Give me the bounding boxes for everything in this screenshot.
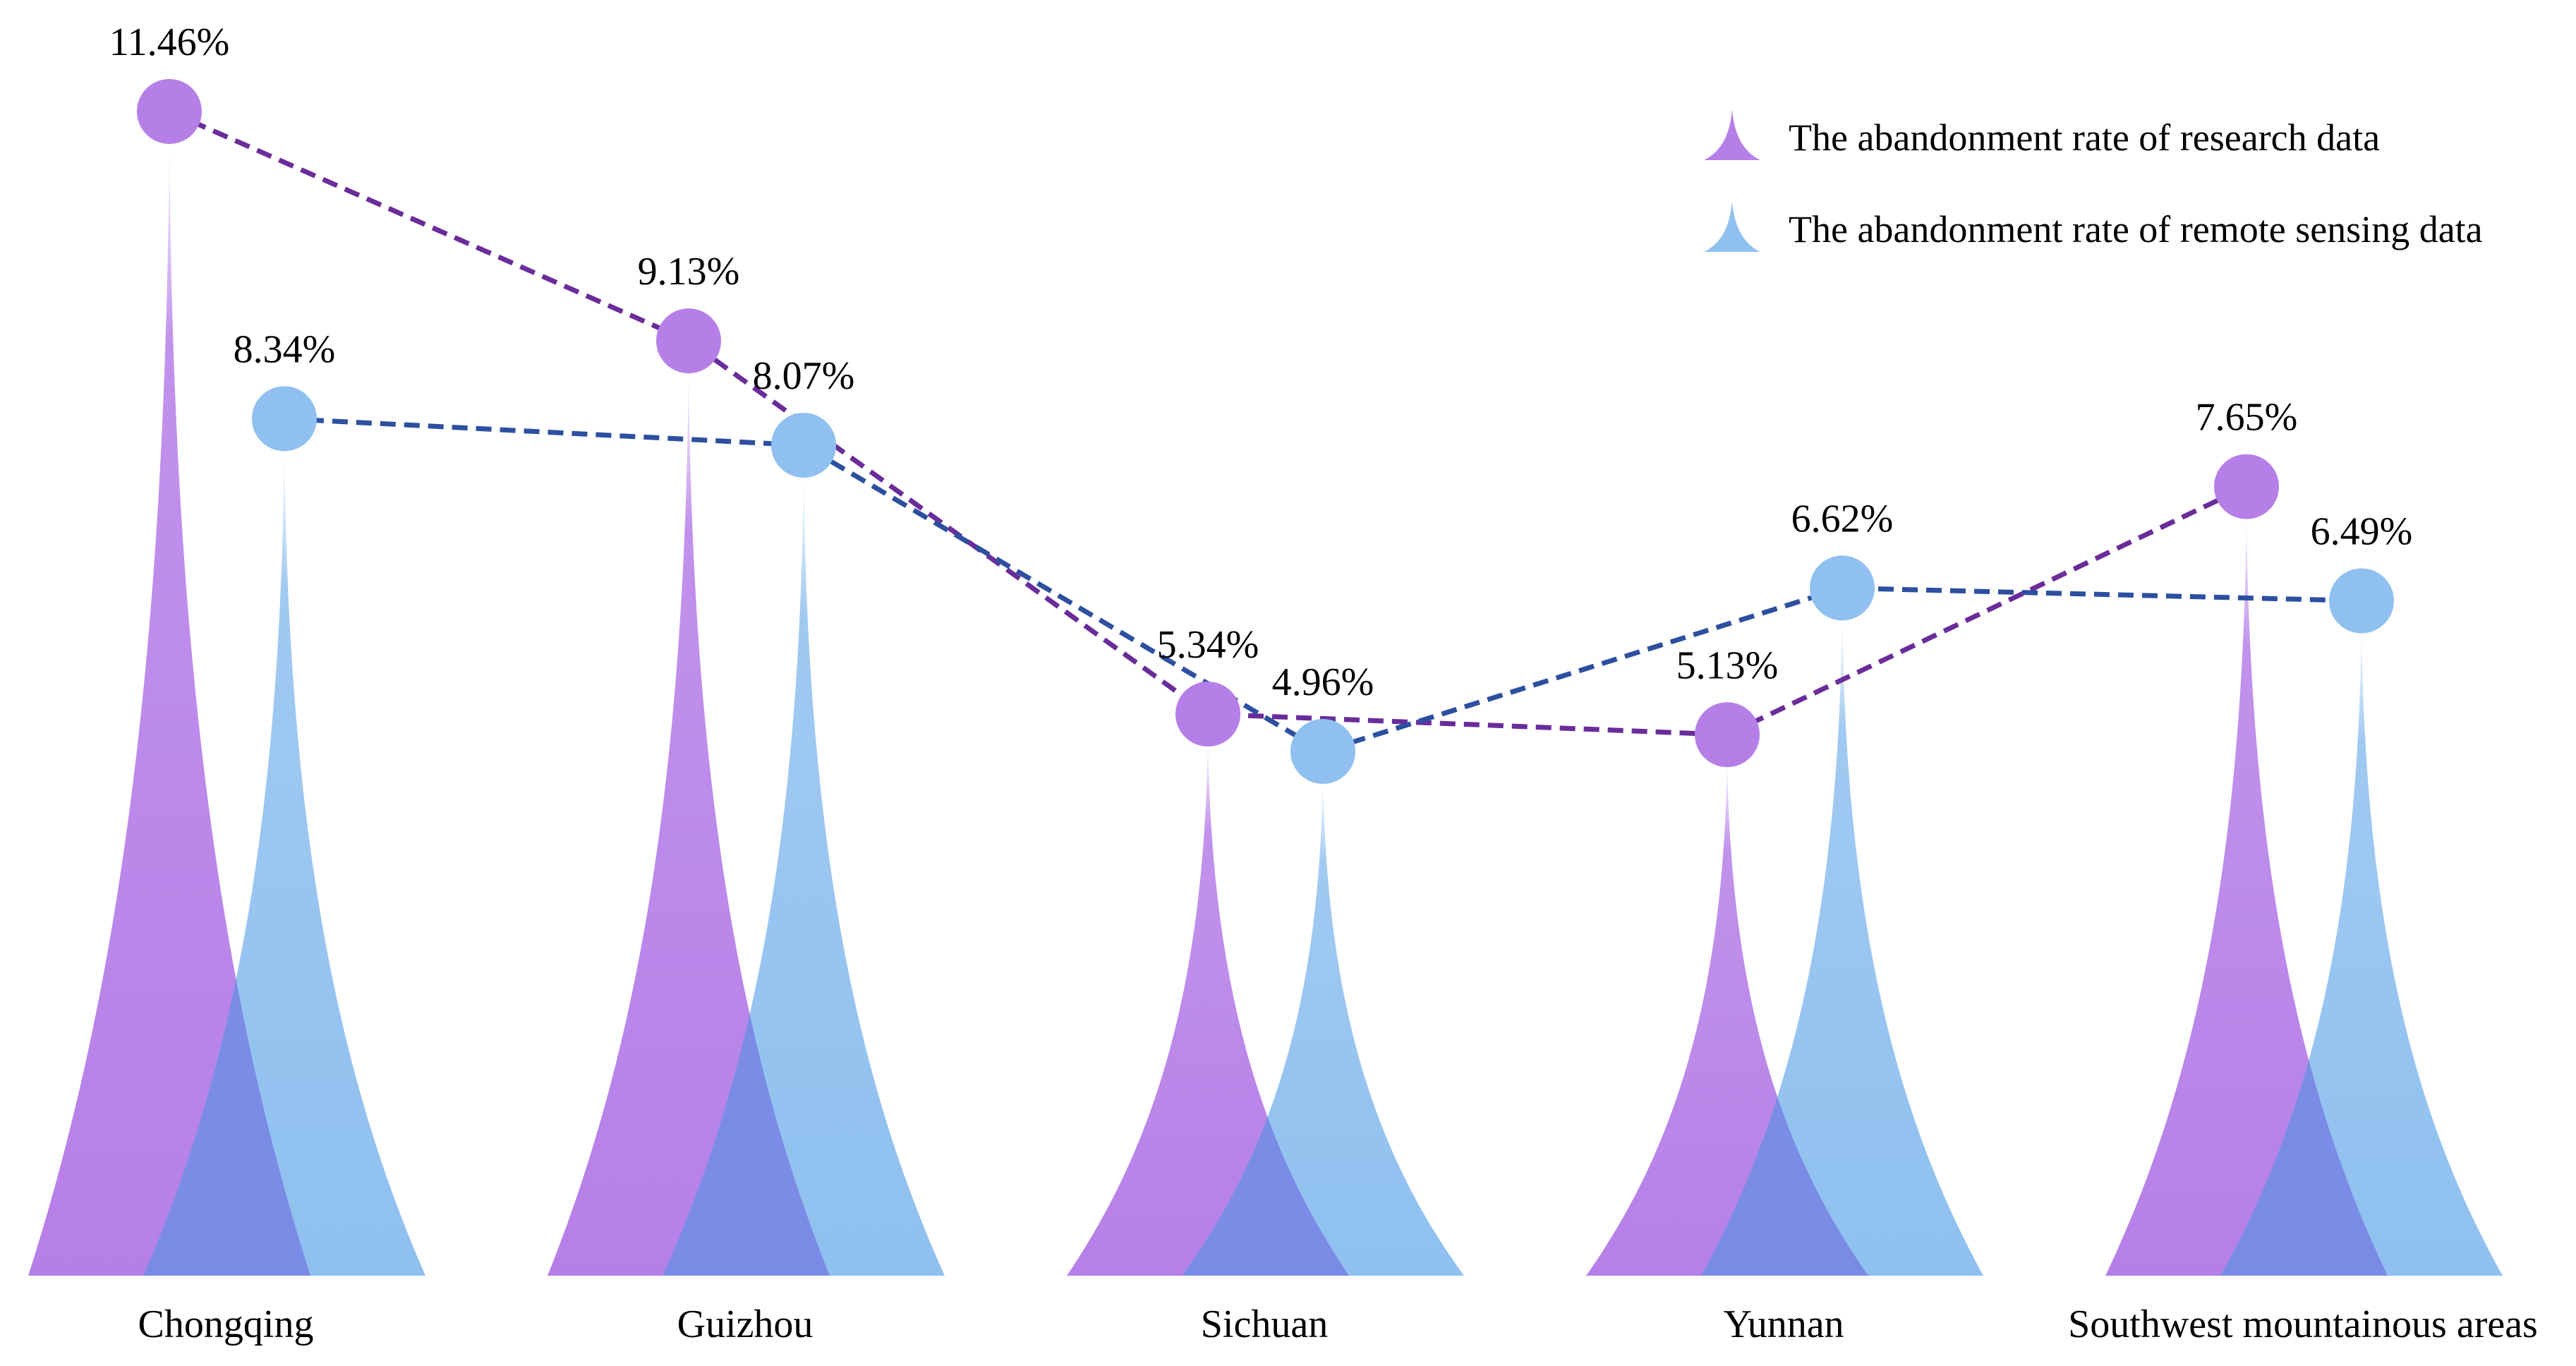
- data-label-research-3: 5.13%: [1676, 643, 1779, 687]
- data-label-remote-0: 8.34%: [234, 327, 336, 371]
- peak-research-1: [548, 362, 830, 1276]
- peak-research-2: [1067, 735, 1349, 1276]
- point-research-2: [1175, 681, 1240, 747]
- data-label-research-1: 9.13%: [638, 250, 740, 294]
- peak-remote-3: [1701, 609, 1983, 1276]
- peak-research-3: [1586, 756, 1868, 1276]
- peaks-layer: [28, 133, 2503, 1276]
- legend-label-remote: The abandonment rate of remote sensing d…: [1789, 208, 2483, 250]
- x-tick-label-2: Sichuan: [1201, 1302, 1328, 1346]
- peak-remote-2: [1182, 773, 1464, 1276]
- point-remote-4: [2329, 568, 2394, 634]
- data-label-research-4: 7.65%: [2196, 396, 2298, 440]
- peak-remote-0: [143, 440, 425, 1276]
- points-layer: [137, 79, 2394, 784]
- peak-research-4: [2105, 507, 2388, 1276]
- data-label-research-2: 5.34%: [1157, 623, 1259, 667]
- point-research-1: [656, 308, 721, 374]
- point-remote-3: [1810, 555, 1875, 621]
- x-tick-label-3: Yunnan: [1723, 1302, 1844, 1346]
- legend-label-research: The abandonment rate of research data: [1789, 116, 2380, 159]
- legend-swatch-research: [1704, 109, 1760, 160]
- data-label-remote-2: 4.96%: [1272, 660, 1374, 704]
- peak-remote-1: [663, 466, 945, 1276]
- data-labels-layer: 11.46% 9.13% 5.34% 5.13% 7.65% 8.34% 8.07% 4.96…: [109, 20, 2413, 704]
- data-label-remote-3: 6.62%: [1791, 497, 1894, 540]
- data-label-remote-4: 6.49%: [2311, 510, 2413, 554]
- peak-remote-4: [2220, 622, 2503, 1276]
- series-line-remote: [284, 416, 2362, 754]
- x-tick-labels-layer: Chongqing Guizhou Sichuan Yunnan Southwest m…: [138, 1302, 2538, 1346]
- point-remote-0: [252, 386, 317, 452]
- point-remote-2: [1290, 719, 1355, 784]
- point-remote-1: [771, 413, 836, 478]
- point-research-4: [2214, 454, 2279, 519]
- point-research-3: [1695, 702, 1760, 768]
- x-tick-label-4: Southwest mountainous areas: [2068, 1302, 2538, 1346]
- legend-swatch-remote: [1704, 201, 1760, 252]
- peak-research-0: [28, 133, 310, 1276]
- point-research-0: [137, 79, 202, 144]
- data-label-remote-1: 8.07%: [753, 354, 855, 398]
- legend: The abandonment rate of research data The…: [1704, 109, 2483, 252]
- x-tick-label-1: Guizhou: [677, 1302, 814, 1346]
- x-tick-label-0: Chongqing: [138, 1302, 314, 1346]
- data-label-research-0: 11.46%: [109, 20, 230, 64]
